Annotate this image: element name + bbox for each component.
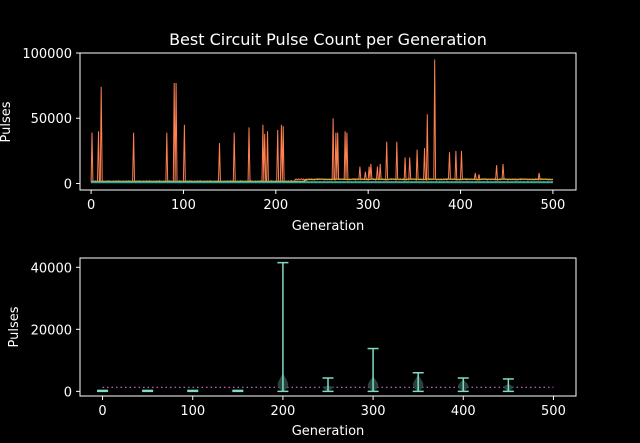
y-tick-label: 100000 <box>22 47 72 62</box>
x-tick-label: 100 <box>180 404 205 419</box>
x-tick-label: 100 <box>171 198 196 213</box>
bottom-y-ticks: 0 20000 40000 <box>31 261 80 400</box>
series-line-1 <box>91 178 553 182</box>
y-tick-label: 50000 <box>31 112 72 127</box>
top-x-axis-label: Generation <box>292 219 365 234</box>
x-tick-label: 400 <box>448 198 473 213</box>
x-tick-label: 300 <box>356 198 381 213</box>
x-tick-label: 400 <box>451 404 476 419</box>
y-tick-label: 0 <box>64 177 72 192</box>
top-y-ticks: 0 50000 100000 <box>22 47 80 192</box>
top-y-axis-label: Pulses <box>0 101 14 142</box>
y-tick-label: 0 <box>64 385 72 400</box>
top-x-ticks: 0 100 200 300 400 500 <box>87 190 565 213</box>
x-tick-label: 200 <box>263 198 288 213</box>
x-tick-label: 300 <box>361 404 386 419</box>
x-tick-label: 500 <box>541 404 566 419</box>
y-tick-label: 20000 <box>31 323 72 338</box>
y-tick-label: 40000 <box>31 261 72 276</box>
x-tick-label: 200 <box>270 404 295 419</box>
top-plot-frame <box>79 52 577 191</box>
bottom-x-axis-label: Generation <box>292 424 365 439</box>
bottom-y-axis-label: Pulses <box>7 306 22 347</box>
x-tick-label: 0 <box>87 198 95 213</box>
bottom-plot-frame <box>79 257 577 397</box>
top-line-chart: 0 100 200 300 400 500 0 50000 100000 Generation… <box>0 47 577 234</box>
x-tick-label: 0 <box>98 404 106 419</box>
x-tick-label: 500 <box>540 198 565 213</box>
top-chart-title: Best Circuit Pulse Count per Generation <box>169 30 487 49</box>
bottom-x-ticks: 0 100 200 300 400 500 <box>98 396 566 419</box>
series-line-0 <box>90 59 554 183</box>
